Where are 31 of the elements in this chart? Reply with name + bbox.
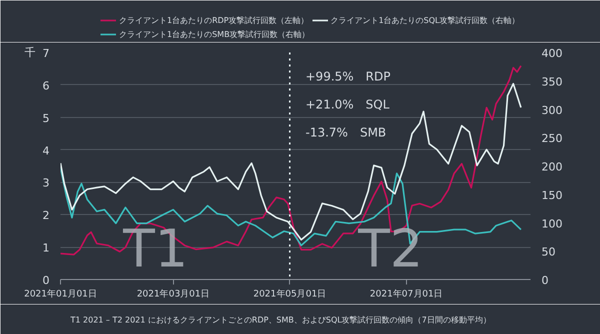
y-tick-label: 0 [42, 274, 50, 287]
y2-tick-label: 0 [542, 274, 548, 287]
text: T1 2021 – T2 2021 におけるクライアントごとのRDP、SMB、およびSQL攻撃試行回数の傾向（7日間の移動平均） [70, 316, 491, 324]
y2-tick-label: 50 [542, 246, 556, 259]
y2-tick-label: 150 [542, 188, 562, 202]
annotation: +21.0% SQL [306, 98, 390, 112]
annotation: T2 [357, 220, 423, 280]
y-axis-title: 千 [24, 46, 36, 59]
y2-tick-label: 300 [542, 104, 562, 117]
y2-tick-label: 200 [542, 160, 562, 174]
y2-tick-label: 250 [542, 132, 562, 146]
x-tick-label: 2021年05月01日 [253, 288, 326, 300]
legend-label: クライアント1台あたりのRDP攻撃試行回数（左軸） [119, 14, 309, 26]
y-tick-label: 4 [42, 144, 50, 158]
annotation: T1 [122, 220, 188, 280]
y2-tick-label: 350 [542, 75, 562, 88]
legend-label: クライアント1台あたりのSQL攻撃試行回数（右軸） [330, 14, 520, 26]
y-tick-label: 7 [42, 47, 50, 60]
y-tick-label: 6 [42, 79, 50, 92]
y2-tick-label: 400 [542, 47, 562, 60]
y-tick-label: 1 [42, 242, 50, 255]
y-tick-label: 3 [42, 176, 50, 190]
x-tick-label: 2021年03月01日 [136, 288, 210, 300]
x-tick-label: 2021年01月01日 [24, 288, 97, 300]
y-tick-label: 2 [42, 209, 50, 222]
legend-label: クライアント1台あたりのSMB攻撃試行回数（右軸） [119, 28, 310, 40]
annotation: +99.5% RDP [306, 70, 390, 84]
y2-tick-label: 100 [542, 217, 562, 230]
annotation: -13.7% SMB [306, 126, 386, 140]
y-tick-label: 5 [42, 112, 50, 125]
x-tick-label: 2021年07月01日 [370, 288, 443, 300]
